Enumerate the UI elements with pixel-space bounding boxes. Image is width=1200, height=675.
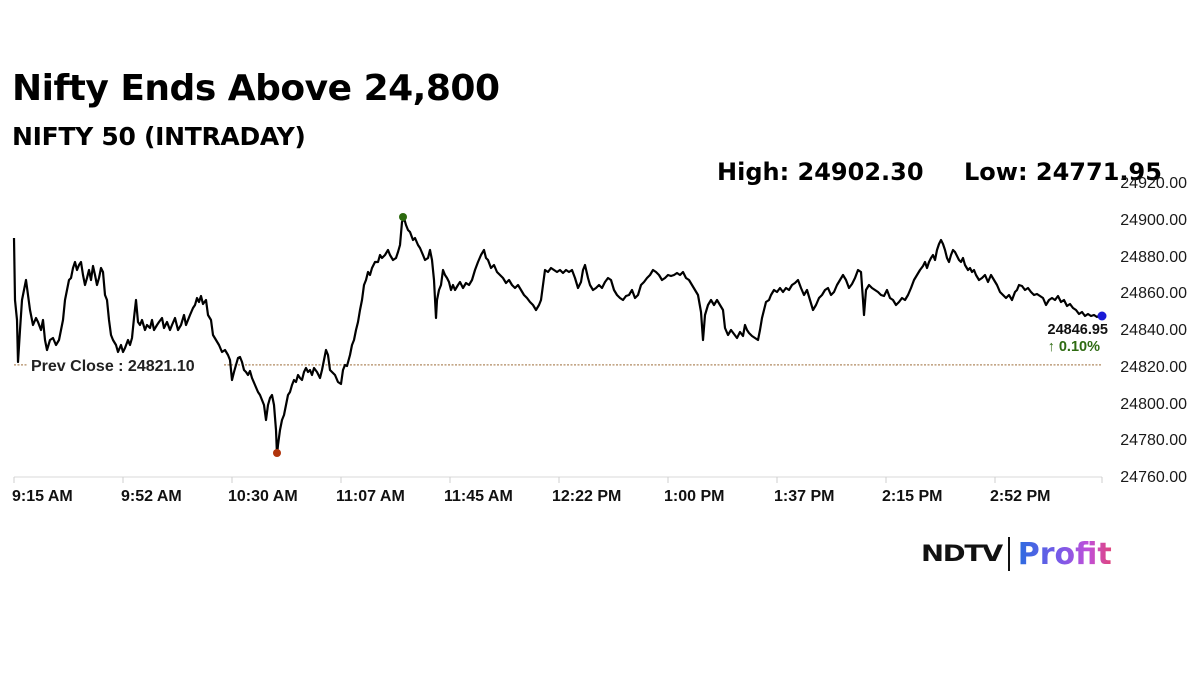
x-tick-label: 2:52 PM — [990, 488, 1050, 505]
profit-wordmark: Profit — [1017, 536, 1112, 572]
page-title: Nifty Ends Above 24,800 — [12, 68, 500, 109]
y-tick-label: 24800.00 — [1120, 396, 1187, 413]
y-tick-label: 24760.00 — [1120, 469, 1187, 486]
high-stat: High: 24902.30 — [717, 158, 924, 186]
logo-divider — [1007, 537, 1010, 571]
x-tick-label: 1:00 PM — [664, 488, 724, 505]
low-stat: Low: 24771.95 — [964, 158, 1162, 186]
x-tick-label: 9:52 AM — [121, 488, 182, 505]
y-tick-label: 24840.00 — [1120, 322, 1187, 339]
prev-close-label: Prev Close : 24821.10 — [31, 358, 195, 375]
y-tick-label: 24780.00 — [1120, 432, 1187, 449]
x-axis-ticks — [13, 477, 1103, 483]
y-tick-label: 24860.00 — [1120, 285, 1187, 302]
low-marker — [273, 449, 281, 457]
last-price-marker — [1097, 311, 1107, 321]
x-tick-label: 12:22 PM — [552, 488, 621, 505]
ndtv-wordmark: NDTV — [921, 541, 1003, 567]
x-tick-label: 9:15 AM — [12, 488, 73, 505]
price-line — [12, 216, 1101, 457]
x-tick-label: 1:37 PM — [774, 488, 834, 505]
last-change-label: ↑ 0.10% — [1048, 339, 1100, 355]
y-tick-label: 24920.00 — [1120, 175, 1187, 192]
y-tick-label: 24820.00 — [1120, 359, 1187, 376]
last-price-label: 24846.95 — [1048, 322, 1108, 338]
x-tick-label: 11:45 AM — [444, 488, 513, 505]
high-marker — [399, 213, 407, 221]
y-tick-label: 24880.00 — [1120, 249, 1187, 266]
ndtv-profit-logo: NDTV Profit — [921, 534, 1112, 574]
x-tick-label: 2:15 PM — [882, 488, 942, 505]
x-tick-label: 10:30 AM — [228, 488, 298, 505]
chart-subtitle: NIFTY 50 (INTRADAY) — [12, 122, 306, 151]
x-tick-label: 11:07 AM — [336, 488, 405, 505]
y-tick-label: 24900.00 — [1120, 212, 1187, 229]
